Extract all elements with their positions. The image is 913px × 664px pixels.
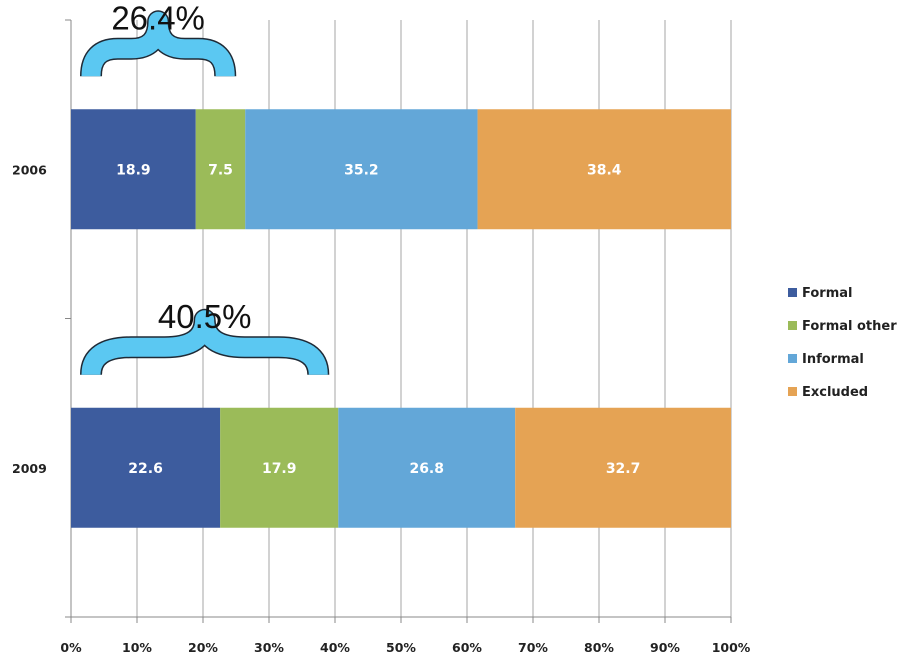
legend: Formal Formal other Informal Excluded — [788, 286, 897, 400]
data-label: 38.4 — [587, 162, 622, 178]
legend-swatch — [788, 354, 797, 363]
callout-value: 40.5% — [158, 298, 252, 335]
brace-icon — [81, 310, 328, 376]
data-label: 7.5 — [208, 162, 233, 178]
bar-segment — [195, 109, 246, 230]
bar-segment — [477, 109, 731, 230]
bar-segments: 18.9 7.5 35.2 38.4 22.6 17.9 26.8 32.7 — [71, 109, 731, 528]
axes: 0% 10% 20% 30% 40% 50% 60% 70% 80% 90% 100% 2006 200… — [12, 19, 751, 655]
x-tick-label: 10% — [122, 640, 152, 655]
bar-segment — [245, 109, 478, 230]
x-tick-label: 70% — [518, 640, 548, 655]
bar-segment — [220, 407, 339, 528]
bar-segment — [71, 407, 221, 528]
data-label: 32.7 — [606, 461, 641, 477]
data-label: 22.6 — [128, 461, 163, 477]
legend-label: Formal other — [802, 319, 897, 334]
legend-swatch — [788, 387, 797, 396]
x-tick-label: 0% — [60, 640, 82, 655]
legend-swatch — [788, 288, 797, 297]
category-label: 2006 — [12, 162, 47, 177]
callout-value: 26.4% — [111, 0, 205, 36]
x-tick-label: 30% — [254, 640, 284, 655]
x-tick-label: 50% — [386, 640, 416, 655]
x-tick-label: 100% — [712, 640, 751, 655]
legend-swatch — [788, 321, 797, 330]
legend-label: Informal — [802, 352, 864, 367]
bar-segment — [338, 407, 516, 528]
bar-segment — [71, 109, 196, 230]
bar-segment — [515, 407, 731, 528]
legend-label: Formal — [802, 286, 852, 301]
brace-annotations: 26.4% 40.5% — [80, 0, 330, 376]
x-tick-label: 60% — [452, 640, 482, 655]
data-label: 18.9 — [116, 162, 151, 178]
x-tick-label: 20% — [188, 640, 218, 655]
x-tick-label: 80% — [584, 640, 614, 655]
brace-icon — [81, 11, 235, 77]
legend-label: Excluded — [802, 385, 868, 400]
data-label: 35.2 — [344, 162, 379, 178]
category-label: 2009 — [12, 461, 47, 476]
x-tick-label: 40% — [320, 640, 350, 655]
data-label: 26.8 — [409, 461, 444, 477]
x-tick-label: 90% — [650, 640, 680, 655]
data-label: 17.9 — [262, 461, 297, 477]
